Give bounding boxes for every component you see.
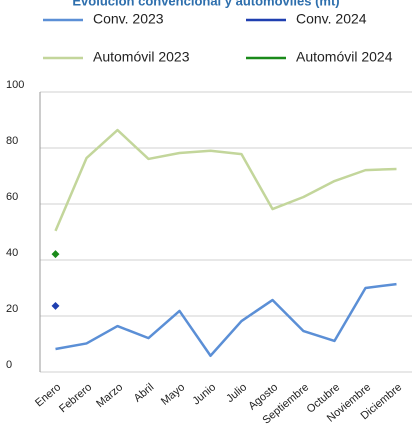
- chart-title: Evolución convencional y automóviles (mt…: [72, 0, 339, 8]
- y-tick-label: 20: [6, 303, 18, 315]
- x-tick-label: Febrero: [57, 381, 94, 415]
- point-marker: [51, 250, 60, 259]
- x-tick-label: Junio: [190, 381, 218, 407]
- x-tick-label: Julio: [224, 381, 249, 405]
- legend-label: Conv. 2024: [296, 11, 367, 27]
- y-tick-label: 40: [6, 247, 18, 259]
- y-tick-label: 60: [6, 191, 18, 203]
- legend-label: Conv. 2023: [93, 11, 164, 27]
- legend-label: Automóvil 2023: [93, 49, 190, 65]
- y-tick-label: 0: [6, 359, 12, 371]
- x-tick-label: Marzo: [94, 381, 125, 410]
- line-series: [54, 128, 397, 232]
- legend-label: Automóvil 2024: [296, 49, 393, 65]
- x-tick-label: Mayo: [159, 381, 187, 407]
- y-tick-label: 100: [6, 79, 24, 91]
- y-tick-label: 80: [6, 135, 18, 147]
- x-tick-label: Abril: [132, 381, 157, 404]
- line-series: [55, 282, 397, 358]
- point-marker: [51, 301, 60, 310]
